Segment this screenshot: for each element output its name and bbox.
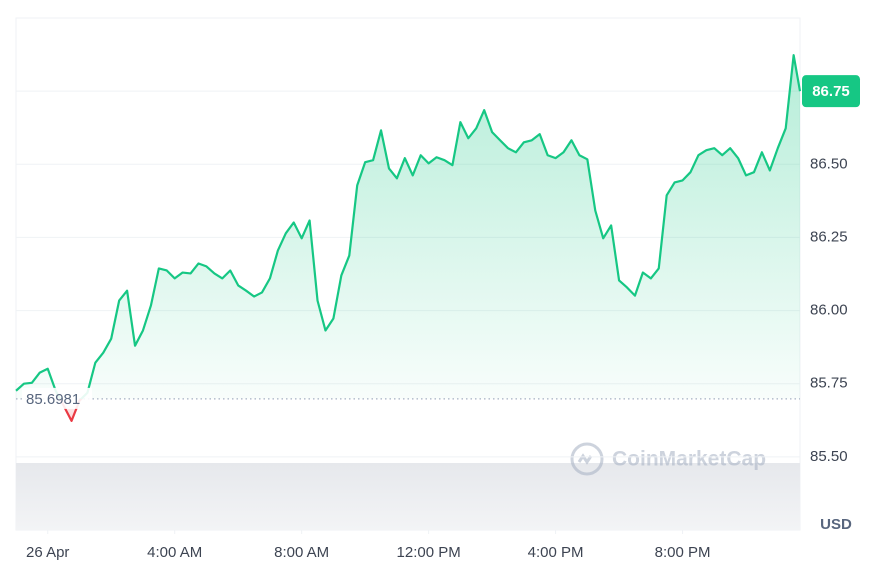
reference-label-bg (22, 387, 92, 409)
reference-label: 85.6981 (26, 391, 80, 408)
y-unit: USD (820, 516, 852, 533)
x-tick-label: 12:00 PM (397, 544, 461, 561)
watermark-text: CoinMarketCap (612, 448, 766, 471)
watermark-logo (570, 442, 604, 476)
price-area (16, 55, 800, 421)
x-tick-label: 8:00 PM (655, 544, 711, 561)
watermark: CoinMarketCap (570, 442, 766, 476)
y-tick-label: 86.25 (810, 228, 848, 245)
x-tick-label: 4:00 AM (147, 544, 202, 561)
x-tick-label: 8:00 AM (274, 544, 329, 561)
y-tick-label: 86.50 (810, 155, 848, 172)
y-tick-label: 85.75 (810, 375, 848, 392)
price-badge (802, 75, 860, 108)
volume-band (16, 463, 800, 530)
price-line (15, 54, 802, 422)
y-tick-label: 85.50 (810, 448, 848, 465)
x-tick-label: 26 Apr (26, 544, 69, 561)
y-tick-label: 86.00 (810, 302, 848, 319)
watermark-logo-mark (577, 453, 593, 465)
x-tick-label: 4:00 PM (528, 544, 584, 561)
price-badge-label: 86.75 (812, 83, 850, 100)
